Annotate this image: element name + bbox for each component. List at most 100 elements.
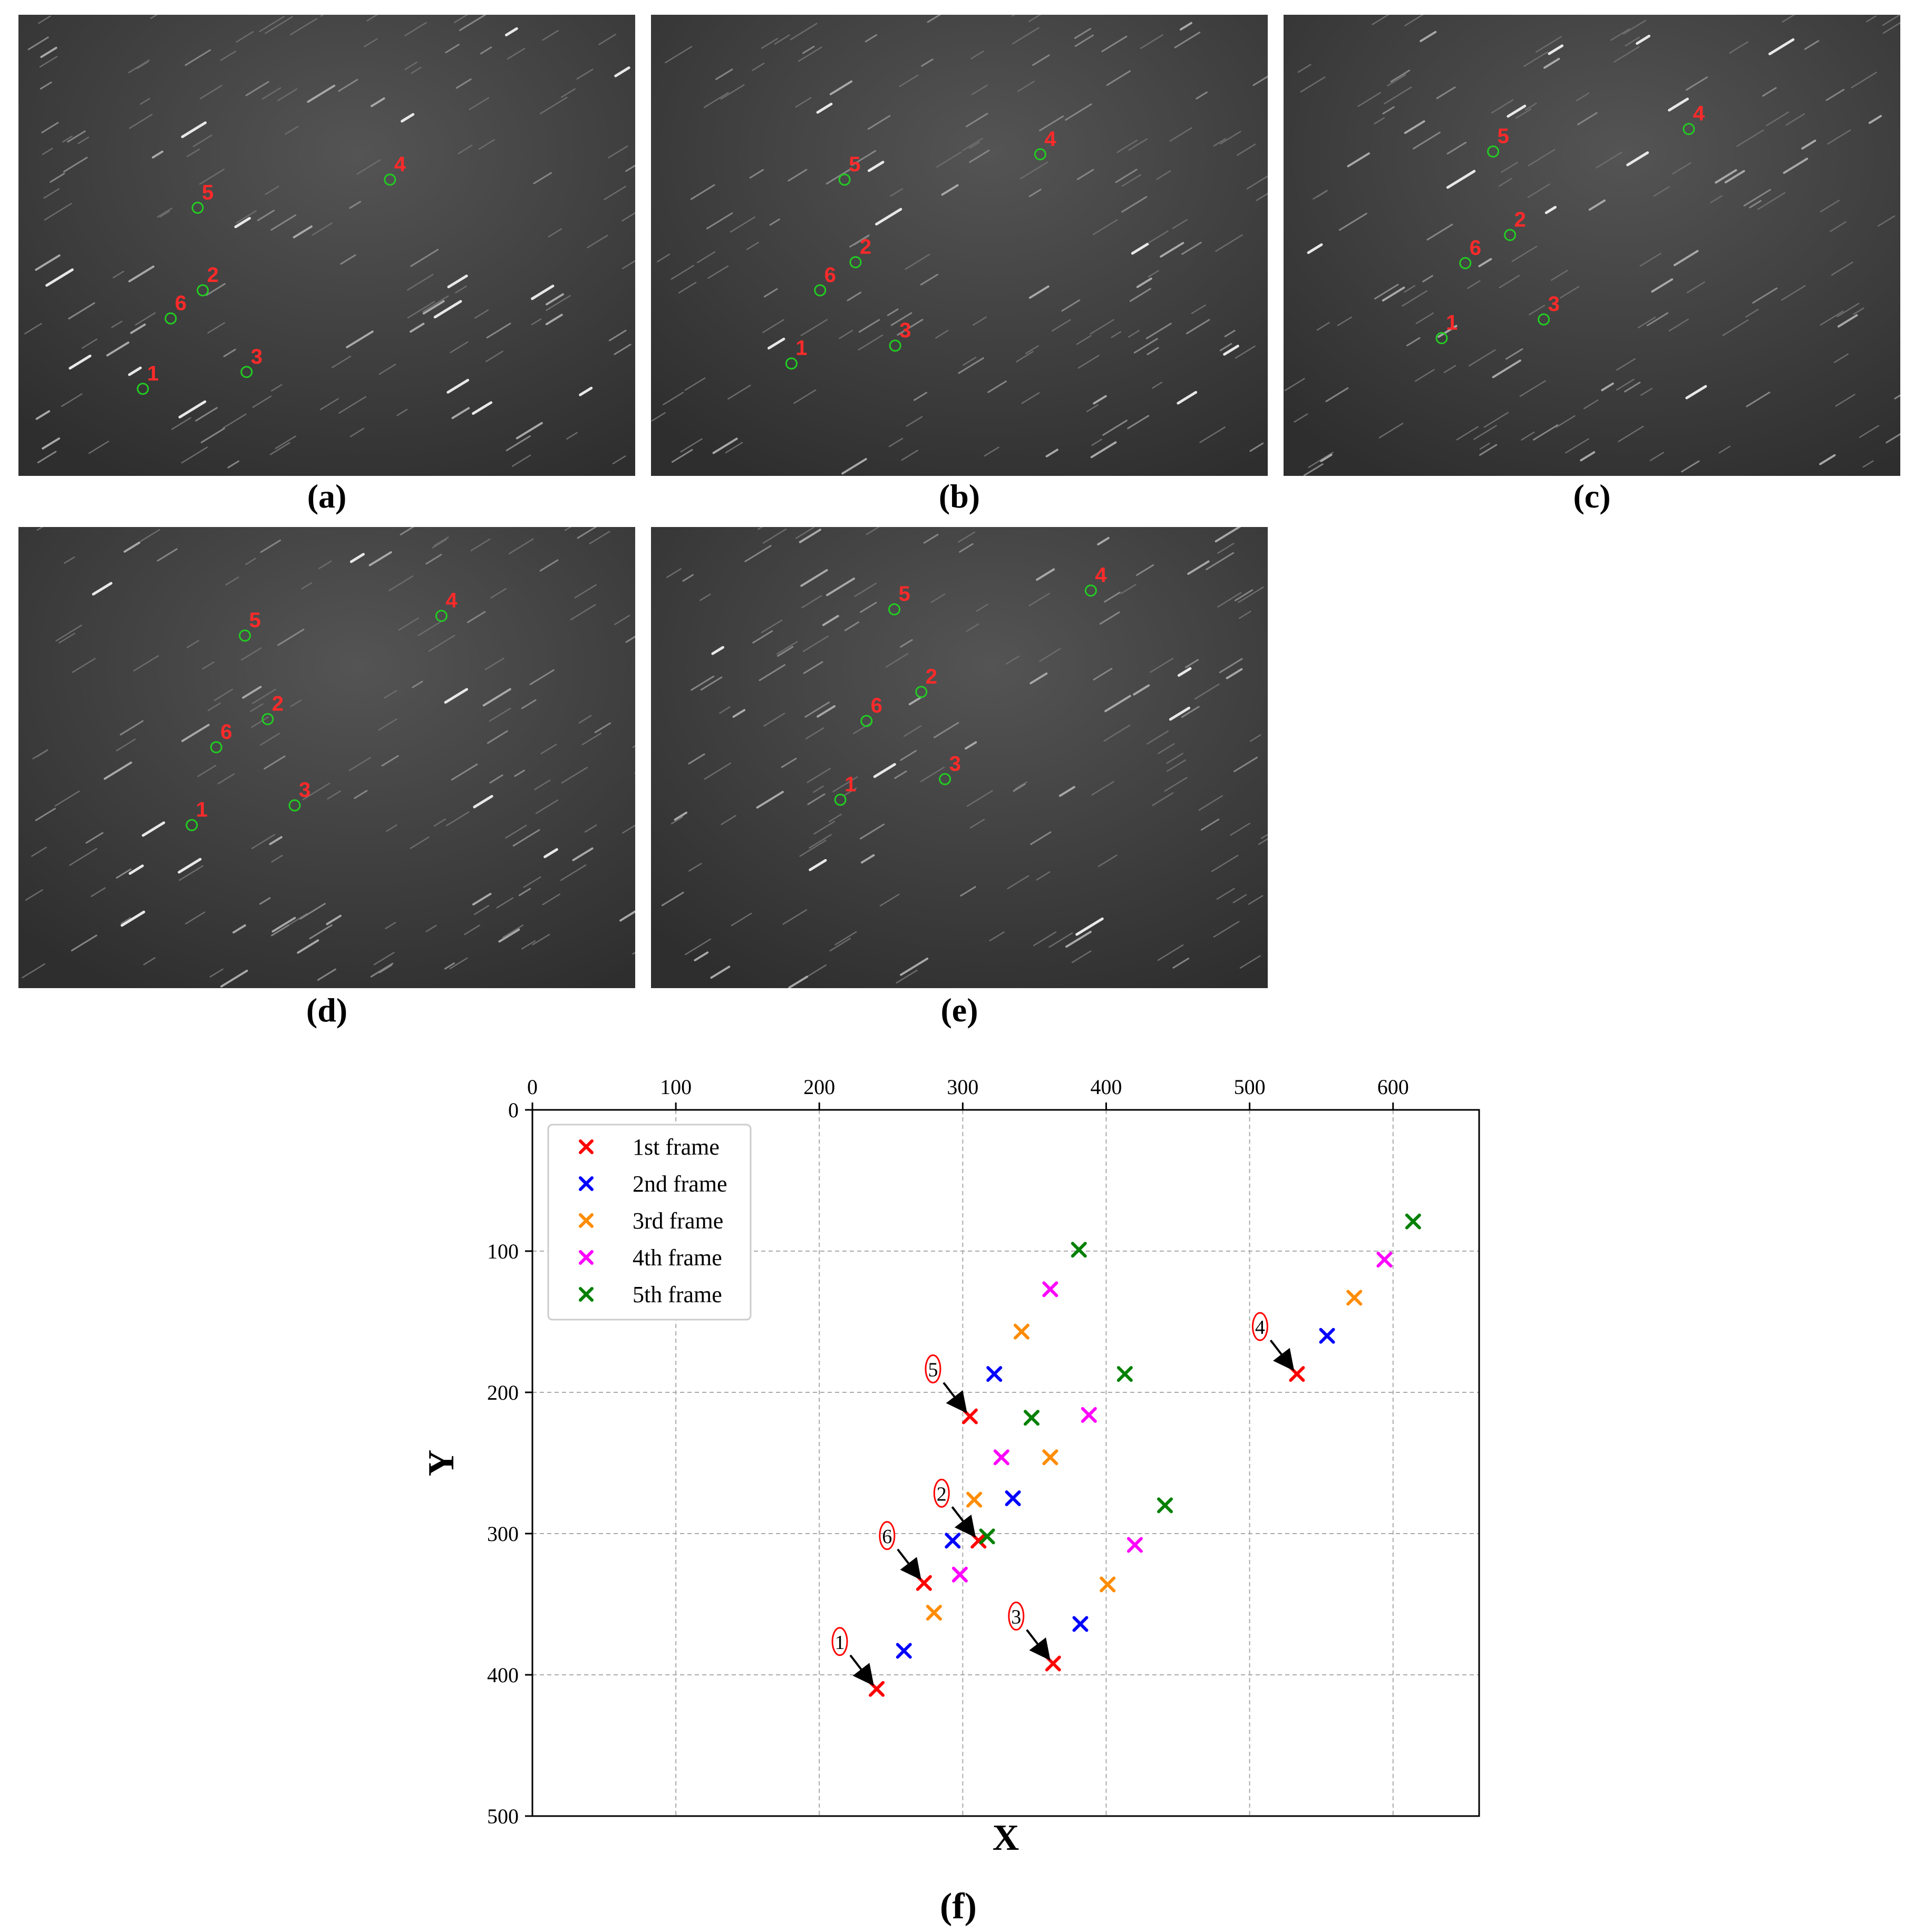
star-streak	[1051, 319, 1071, 332]
star-streak	[1649, 452, 1664, 462]
star-streak	[752, 62, 765, 71]
panel-c: 1 2 3 4 5 6	[1284, 15, 1900, 476]
star-streak	[1820, 310, 1844, 326]
star-streak	[906, 416, 923, 427]
star-streak	[69, 848, 98, 866]
y-tick-label: 100	[487, 1240, 519, 1263]
star-streak	[1179, 22, 1192, 31]
star-streak	[252, 395, 272, 408]
star-marker	[137, 383, 149, 395]
star-streak	[699, 593, 711, 601]
star-streak	[77, 136, 90, 144]
star-streak	[762, 319, 784, 334]
star-streak	[25, 889, 43, 901]
star-marker	[814, 284, 827, 297]
star-streak	[327, 790, 342, 800]
star-streak	[851, 150, 877, 166]
star-streak	[55, 625, 82, 642]
star-streak	[1198, 795, 1223, 811]
star-streak	[181, 446, 208, 464]
star-streak	[42, 437, 61, 450]
star-streak	[1710, 195, 1723, 203]
star-streak	[1121, 174, 1142, 187]
star-streak	[890, 312, 912, 326]
star-streak	[220, 51, 236, 61]
star-streak	[41, 122, 59, 133]
x-tick-label: 500	[1234, 1075, 1266, 1099]
star-streak	[261, 87, 281, 100]
star-streak	[696, 251, 716, 264]
star-streak	[889, 437, 903, 447]
star-streak	[1505, 348, 1523, 360]
star-streak	[251, 834, 276, 850]
star-streak	[866, 527, 880, 535]
star-streak	[1833, 353, 1849, 363]
star-streak	[1220, 131, 1241, 144]
star-streak	[1382, 286, 1405, 302]
star-streak	[1077, 355, 1100, 369]
star-streak	[1213, 921, 1240, 938]
star-streak	[143, 957, 156, 965]
star-streak	[1039, 115, 1064, 132]
star-streak	[1086, 404, 1099, 413]
star-streak	[1521, 431, 1535, 441]
star-streak	[1234, 589, 1254, 601]
star-streak	[545, 293, 564, 306]
star-marker	[838, 173, 851, 186]
star-streak	[474, 309, 489, 319]
star-streak	[348, 757, 371, 772]
star-streak	[240, 647, 262, 661]
star-streak	[521, 940, 536, 950]
star-streak	[199, 168, 225, 185]
star-streak	[422, 300, 445, 315]
star-streak	[921, 58, 934, 67]
star-streak	[959, 543, 974, 553]
star-streak	[1685, 385, 1707, 399]
star-streak	[1715, 169, 1737, 184]
star-streak	[873, 763, 896, 778]
star-streak	[612, 455, 626, 464]
star-streak	[666, 568, 682, 578]
star-streaks	[22, 527, 635, 988]
star-streak	[1862, 460, 1874, 468]
star-streak	[793, 389, 817, 404]
star-streak	[400, 527, 415, 535]
star-streak	[512, 454, 531, 467]
star-streak	[486, 323, 511, 339]
star-streak	[409, 323, 425, 333]
star-streak	[301, 582, 313, 590]
star-streak	[614, 344, 631, 355]
star-marker	[1504, 229, 1517, 241]
data-point	[1042, 1281, 1058, 1297]
star-streak	[1668, 318, 1689, 332]
star-streak	[1115, 169, 1138, 183]
panel-b: 1 2 3 4 5 6	[651, 15, 1268, 476]
star-streak	[844, 621, 860, 631]
star-streak	[1196, 91, 1208, 100]
star-streak	[776, 641, 798, 655]
star-streak	[1766, 111, 1789, 126]
star-marker	[186, 819, 198, 832]
star-streak	[412, 680, 423, 688]
star-streaks	[661, 527, 1268, 988]
star-streak	[1147, 730, 1169, 745]
star-streak	[1374, 284, 1399, 300]
star-streak	[340, 254, 356, 265]
data-point	[1071, 1242, 1087, 1258]
star-label: 3	[1548, 292, 1560, 316]
legend-marker	[579, 1287, 594, 1302]
star-streak	[1121, 196, 1148, 213]
star-streak	[1211, 855, 1239, 872]
annotation-4: 4	[1251, 1312, 1295, 1371]
star-streak	[42, 148, 53, 155]
star-streak	[936, 151, 962, 168]
star-streak	[804, 701, 830, 718]
star-streak	[137, 61, 149, 70]
star-streak	[1316, 190, 1327, 198]
star-streak	[1028, 592, 1050, 607]
star-streak	[1830, 221, 1847, 232]
star-streak	[829, 80, 853, 95]
star-streak	[774, 34, 790, 45]
legend-marker	[579, 1213, 594, 1228]
star-streak	[1374, 117, 1385, 125]
